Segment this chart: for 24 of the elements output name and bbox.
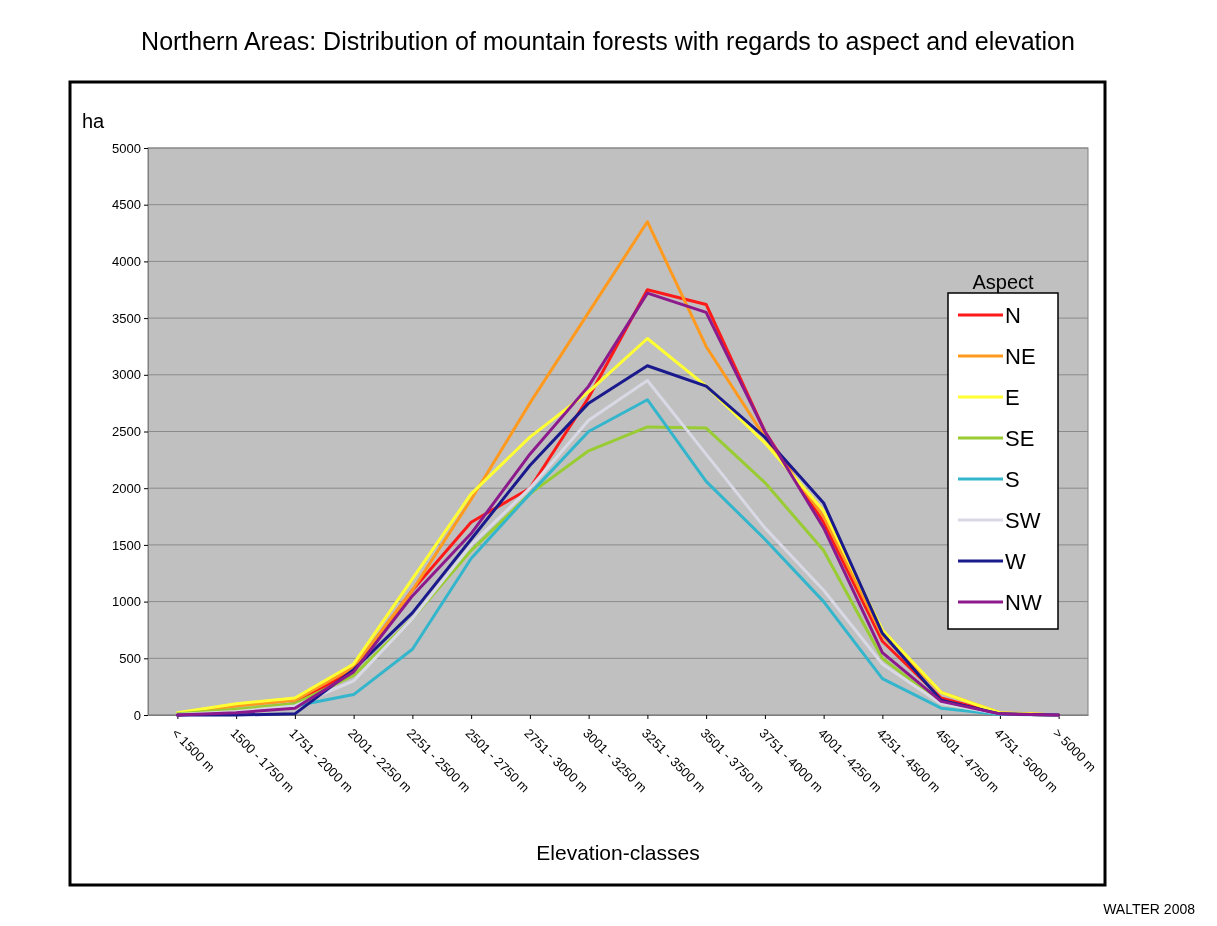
y-axis-title: ha (82, 110, 106, 132)
y-tick-label: 1500 (112, 537, 141, 553)
x-axis-title: Elevation-classes (536, 841, 700, 864)
legend-label: N (1005, 303, 1021, 328)
y-tick-label: 3500 (112, 310, 141, 326)
y-tick-label: 2000 (112, 480, 141, 496)
y-tick-label: 4000 (112, 254, 141, 270)
legend-label: NE (1005, 344, 1036, 369)
legend-label: S (1005, 467, 1020, 492)
y-tick-label: 4500 (112, 197, 141, 213)
y-tick-label: 1000 (112, 594, 141, 610)
legend-label: SW (1005, 508, 1041, 533)
y-tick-label: 3000 (112, 367, 141, 383)
y-tick-label: 5000 (112, 140, 141, 156)
legend-label: NW (1005, 590, 1042, 615)
y-tick-label: 500 (119, 650, 141, 666)
text: WALTER 2008 (1103, 901, 1196, 917)
chart-title: Northern Areas: Distribution of mountain forests with regards to aspect and elevation (141, 27, 1075, 55)
legend-label: SE (1005, 426, 1035, 451)
legend-label: W (1005, 549, 1026, 574)
legend-label: E (1005, 385, 1020, 410)
legend-title: Aspect (972, 271, 1035, 293)
y-tick-label: 2500 (112, 424, 141, 440)
y-tick-label: 0 (133, 707, 141, 723)
